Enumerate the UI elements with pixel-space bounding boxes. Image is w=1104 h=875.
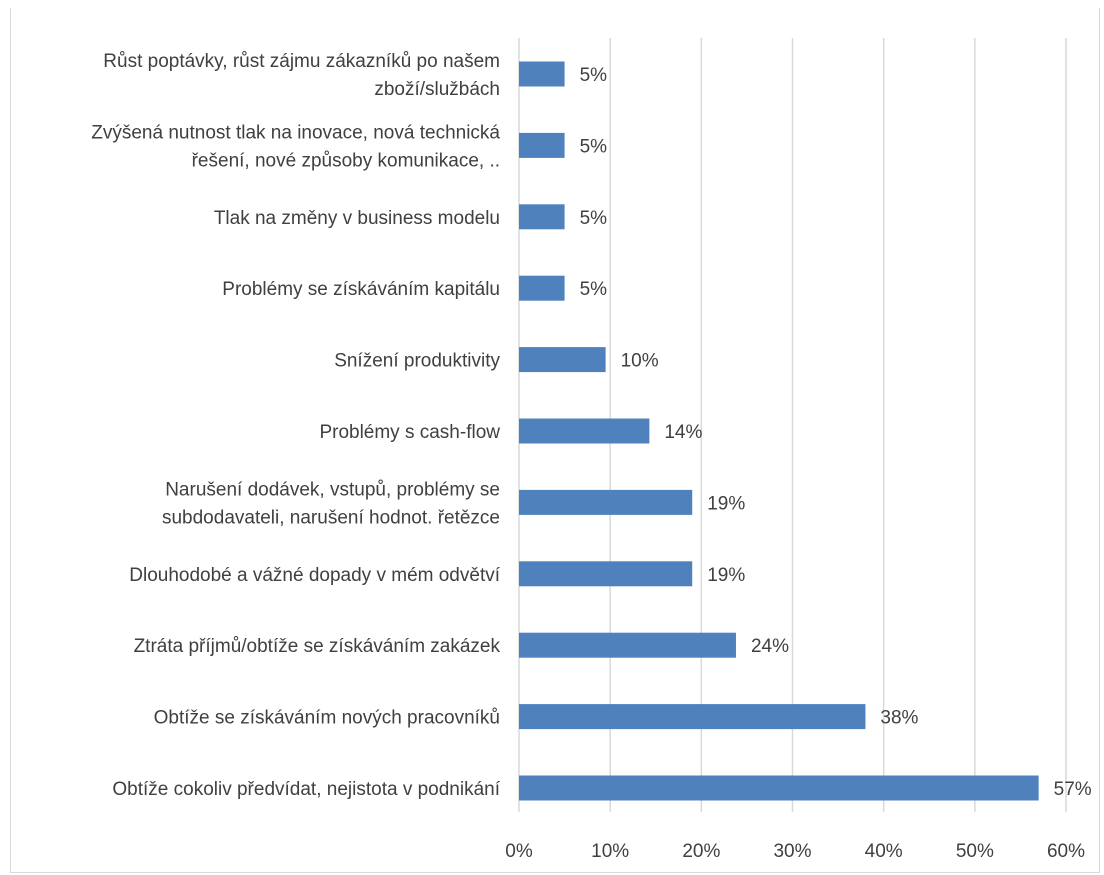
x-tick-label: 30% (773, 841, 811, 862)
data-label: 19% (707, 493, 745, 514)
category-label: Tlak na změny v business modelu (214, 208, 500, 229)
x-tick-label: 20% (682, 841, 720, 862)
category-label: Obtíže cokoliv předvídat, nejistota v po… (112, 779, 500, 800)
x-tick-label: 0% (505, 841, 533, 862)
category-label: Problémy s cash-flow (319, 422, 500, 443)
data-labels: 5% 5% 5% 5% 10% 14% 19% 19% 24% 38% 57% (580, 65, 1092, 800)
bar (519, 132, 565, 158)
x-tick-label: 40% (865, 841, 903, 862)
bar (519, 632, 736, 658)
data-label: 38% (880, 708, 918, 729)
chart-frame (10, 8, 1100, 873)
data-label: 14% (664, 422, 702, 443)
data-label: 19% (707, 565, 745, 586)
category-label: Obtíže se získáváním nových pracovníků (154, 708, 500, 729)
data-label: 10% (621, 351, 659, 372)
data-label: 5% (580, 279, 608, 300)
bar (519, 418, 650, 444)
data-label: 5% (580, 136, 608, 157)
x-tick-label: 10% (591, 841, 629, 862)
data-label: 5% (580, 208, 608, 229)
bar (519, 775, 1039, 801)
bar (519, 704, 866, 730)
bars (519, 61, 1039, 801)
bar (519, 489, 693, 515)
data-label: 5% (580, 65, 608, 86)
bar (519, 275, 565, 301)
category-label: Problémy se získáváním kapitálu (222, 279, 500, 300)
x-tick-label: 60% (1047, 841, 1085, 862)
bar (519, 204, 565, 230)
category-label: Zvýšená nutnost tlak na inovace, nová te… (91, 122, 500, 171)
data-label: 24% (751, 636, 789, 657)
category-label: Růst poptávky, růst zájmu zákazníků po n… (103, 51, 500, 100)
x-axis-ticks: 0% 10% 20% 30% 40% 50% 60% (505, 841, 1085, 862)
bar (519, 347, 606, 373)
category-label: Narušení dodávek, vstupů, problémy se sub… (162, 479, 500, 528)
category-label: Dlouhodobé a vážné dopady v mém odvětví (129, 565, 500, 586)
x-tick-label: 50% (956, 841, 994, 862)
category-label: Snížení produktivity (334, 351, 500, 372)
category-label: Ztráta příjmů/obtíže se získáváním zakáz… (134, 636, 501, 657)
category-labels: Růst poptávky, růst zájmu zákazníků po n… (91, 51, 500, 800)
bar (519, 561, 693, 587)
data-label: 57% (1054, 779, 1092, 800)
bar (519, 61, 565, 87)
